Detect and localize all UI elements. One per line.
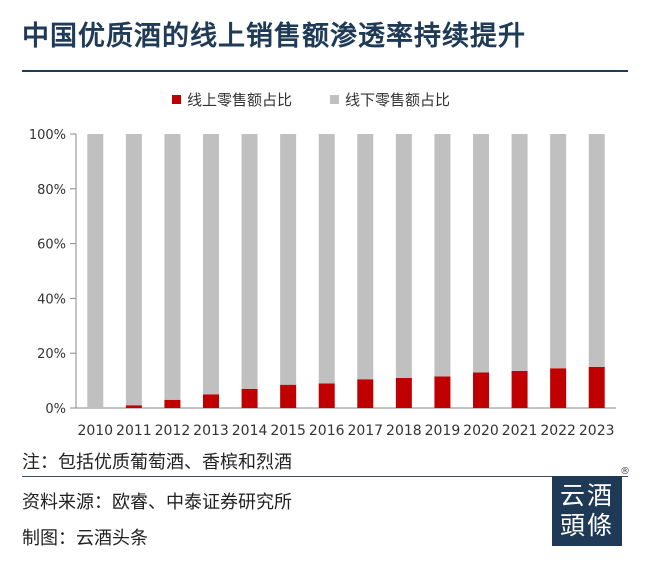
bar-segment [550,368,567,408]
x-tick-label: 2011 [116,423,152,439]
stacked-bar-chart: 线上零售额占比 线下零售额占比 0% 20% 40% 60% 80% 100% 2010 2011… [29,91,616,439]
bar-segment [125,134,142,406]
x-tick-label: 2015 [270,423,306,439]
bar-segment [395,377,412,408]
bar-segment [318,383,335,408]
source-note: 资料来源：欧睿、中泰证券研究所 [22,492,292,513]
bar-segment [203,134,219,395]
registered-mark: ® [620,466,630,477]
chart-title: 中国优质酒的线上销售额渗透率持续提升 [22,21,526,52]
x-tick-label: 2016 [309,423,345,439]
y-tick-label: 0% [45,402,66,417]
bar-segment [511,371,528,408]
bar-segment [357,379,374,408]
y-tick-label: 60% [37,238,66,253]
bar-segment [357,134,374,380]
footnote-divider [22,476,628,477]
x-tick-label: 2014 [232,423,268,439]
brand-logo: 云酒 頭條 [552,476,622,546]
x-tick-label: 2022 [540,423,576,439]
footnote: 注：包括优质葡萄酒、香槟和烈酒 [22,452,292,473]
bar-segment [473,372,489,408]
logo-line-2: 頭條 [559,511,614,540]
bar-segment [125,405,142,408]
logo-line-1: 云酒 [559,481,614,510]
bar-segment [280,384,297,408]
bar-segment [318,134,335,384]
legend-swatch [172,95,181,104]
bar-segment [164,134,181,400]
x-tick-label: 2012 [155,423,191,439]
bar-segment [473,134,489,373]
x-tick-label: 2010 [77,423,113,439]
y-tick-label: 20% [37,347,66,362]
x-tick-label: 2020 [463,423,499,439]
bar-segment [164,399,181,408]
bar-segment [241,388,258,408]
bar-segment [395,134,412,378]
x-tick-label: 2018 [386,423,422,439]
legend-label: 线下零售额占比 [345,91,450,109]
legend-swatch [330,95,339,104]
bar-segment [588,366,605,408]
bar-segment [550,134,567,369]
x-tick-label: 2019 [425,423,461,439]
bar-segment [87,134,104,408]
bar-segment [241,134,258,389]
x-tick-label: 2013 [193,423,229,439]
bar-segment [588,134,605,367]
bar-segment [434,376,451,408]
legend-label: 线上零售额占比 [187,91,292,109]
bar-segment [280,134,297,385]
title-divider [22,70,628,72]
x-tick-label: 2017 [347,423,383,439]
credit-note: 制图：云酒头条 [22,528,148,549]
bar-segment [511,134,528,372]
y-tick-label: 40% [37,292,66,307]
y-tick-label: 100% [29,128,66,143]
x-tick-label: 2021 [502,423,538,439]
bar-segment [434,134,451,377]
bar-segment [203,394,219,408]
x-tick-label: 2023 [579,423,615,439]
y-tick-label: 80% [37,183,66,198]
